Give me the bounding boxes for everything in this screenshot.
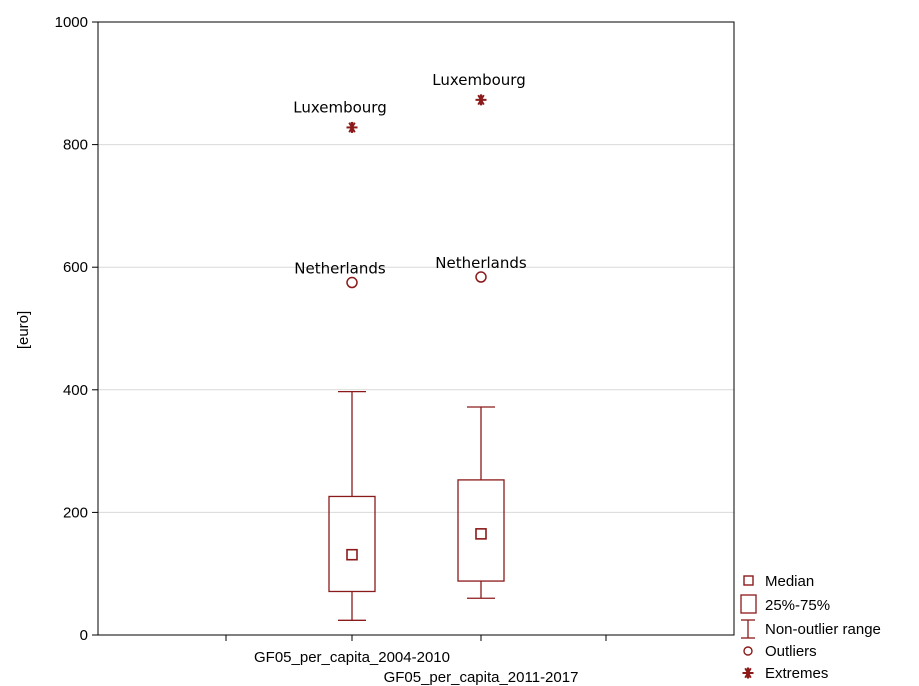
legend-box-icon	[740, 594, 757, 614]
legend-label: Median	[765, 573, 814, 590]
x-category-label: GF05_per_capita_2011-2017	[384, 669, 579, 686]
plot-border	[97, 21, 735, 636]
y-tick-label: 1000	[55, 14, 88, 31]
legend-extreme-icon	[742, 667, 754, 679]
box-2	[457, 406, 505, 599]
iqr-box	[457, 479, 505, 582]
legend-median-icon	[743, 575, 754, 586]
plot-frame	[97, 21, 735, 636]
outlier-label: Netherlands	[435, 254, 527, 272]
y-tick-label: 600	[63, 259, 88, 276]
y-axis-label: [euro]	[15, 311, 32, 349]
y-tick-label: 0	[80, 627, 88, 644]
y-tick-label: 800	[63, 137, 88, 154]
legend-label: Outliers	[765, 643, 817, 660]
outlier-point	[346, 276, 358, 289]
legend-extreme-star	[742, 667, 754, 679]
legend-label: 25%-75%	[765, 597, 830, 614]
grid-lines	[98, 144, 734, 513]
legend-range-icon	[741, 619, 755, 639]
extreme-point	[475, 94, 487, 106]
legend-outlier-icon	[743, 646, 753, 656]
extreme-label: Luxembourg	[293, 98, 387, 116]
x-category-label: GF05_per_capita_2004-2010	[254, 649, 450, 666]
outlier-points: Netherlands Netherlands Luxembourg Luxembou…	[293, 71, 527, 289]
legend-label: Extremes	[765, 665, 828, 682]
y-axis: 0 200 400 600 800 1000	[55, 14, 98, 644]
median-marker	[475, 528, 487, 540]
median-marker	[346, 548, 358, 561]
y-tick-label: 400	[63, 382, 88, 399]
extreme-label: Luxembourg	[432, 71, 526, 89]
legend: Median 25%-75% Non-outlier range Outliers Ex…	[740, 573, 881, 682]
outlier-label: Netherlands	[294, 260, 386, 278]
legend-label: Non-outlier range	[765, 621, 881, 638]
x-axis: GF05_per_capita_2004-2010 GF05_per_capita…	[225, 635, 607, 686]
iqr-box	[328, 495, 376, 593]
extreme-point	[346, 121, 358, 133]
y-tick-label: 200	[63, 504, 88, 521]
outlier-point	[475, 271, 487, 283]
boxes	[328, 390, 505, 621]
box-1	[328, 390, 376, 621]
